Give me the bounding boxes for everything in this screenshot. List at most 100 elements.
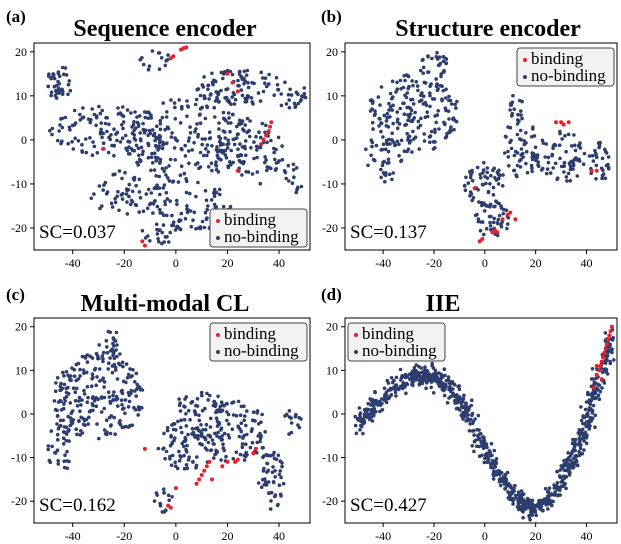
no-binding-point	[151, 211, 155, 215]
binding-point	[606, 337, 611, 342]
no-binding-point	[112, 356, 117, 361]
no-binding-point	[170, 440, 175, 445]
y-tick-label: 10	[15, 363, 27, 377]
binding-point	[598, 364, 603, 368]
no-binding-point	[236, 153, 240, 158]
no-binding-point	[489, 441, 494, 446]
no-binding-point	[482, 439, 487, 443]
no-binding-point	[482, 460, 487, 465]
no-binding-point	[195, 397, 200, 401]
no-binding-point	[84, 137, 88, 141]
no-binding-point	[157, 228, 161, 233]
no-binding-point	[90, 153, 95, 157]
no-binding-point	[427, 135, 432, 139]
no-binding-point	[374, 398, 378, 403]
no-binding-point	[197, 166, 201, 171]
no-binding-point	[470, 398, 474, 403]
no-binding-point	[263, 430, 268, 434]
no-binding-point	[203, 437, 208, 441]
no-binding-point	[78, 367, 82, 372]
no-binding-point	[119, 193, 124, 197]
no-binding-point	[512, 486, 516, 491]
no-binding-point	[521, 515, 525, 520]
no-binding-point	[120, 105, 125, 109]
no-binding-point	[46, 447, 50, 452]
no-binding-point	[579, 418, 584, 423]
no-binding-point	[78, 374, 82, 378]
no-binding-point	[221, 151, 226, 155]
no-binding-point	[435, 82, 439, 86]
panel-1: (a) Sequence encoder-40 -20 0 20 40-20-100102…	[6, 7, 311, 270]
no-binding-point	[173, 460, 177, 465]
no-binding-point	[424, 386, 428, 391]
legend-box	[209, 208, 308, 248]
no-binding-point	[388, 115, 392, 119]
no-binding-point	[600, 386, 604, 390]
no-binding-point	[372, 113, 377, 118]
no-binding-point	[79, 415, 83, 420]
no-binding-point	[533, 510, 538, 514]
no-binding-point	[441, 59, 446, 64]
no-binding-point	[518, 128, 523, 133]
no-binding-point	[366, 163, 370, 168]
no-binding-point	[294, 90, 299, 95]
no-binding-point	[444, 108, 448, 113]
no-binding-point	[433, 146, 437, 150]
no-binding-point	[511, 502, 515, 506]
no-binding-point	[559, 484, 564, 489]
no-binding-point	[97, 184, 102, 188]
binding-point	[220, 464, 225, 469]
no-binding-point	[64, 432, 69, 436]
binding-point	[599, 377, 604, 382]
no-binding-point	[413, 135, 418, 139]
no-binding-point	[132, 148, 137, 153]
no-binding-point	[62, 72, 66, 77]
no-binding-point	[274, 147, 278, 152]
no-binding-point	[464, 419, 469, 423]
no-binding-point	[419, 116, 423, 121]
no-binding-point	[242, 453, 246, 458]
no-binding-point	[206, 204, 210, 208]
no-binding-point	[566, 132, 571, 137]
no-binding-point	[209, 92, 213, 96]
no-binding-point	[576, 431, 581, 435]
no-binding-point	[112, 143, 117, 148]
no-binding-point	[85, 360, 90, 364]
no-binding-point	[139, 158, 143, 163]
no-binding-point	[378, 403, 383, 407]
no-binding-point	[133, 138, 138, 142]
no-binding-point	[516, 112, 520, 117]
no-binding-point	[186, 149, 191, 153]
no-binding-point	[164, 115, 169, 119]
no-binding-point	[148, 131, 153, 136]
no-binding-point	[80, 431, 85, 435]
x-tick-label: -40	[65, 529, 81, 543]
no-binding-point	[101, 141, 106, 145]
no-binding-point	[133, 407, 138, 412]
no-binding-point	[99, 121, 103, 125]
no-binding-point	[570, 441, 575, 446]
no-binding-point	[80, 116, 85, 120]
no-binding-point	[98, 206, 102, 211]
no-binding-point	[512, 153, 517, 158]
no-binding-point	[273, 157, 277, 162]
no-binding-point	[195, 87, 199, 92]
binding-point	[251, 451, 256, 456]
no-binding-point	[166, 176, 170, 180]
binding-point	[184, 45, 189, 50]
no-binding-point	[188, 131, 193, 135]
binding-point	[235, 457, 240, 462]
no-binding-point	[169, 435, 173, 439]
no-binding-point	[265, 461, 269, 466]
no-binding-point	[63, 399, 67, 403]
binding-point	[199, 473, 204, 477]
no-binding-point	[188, 418, 192, 422]
no-binding-point	[612, 358, 616, 362]
no-binding-point	[435, 51, 439, 55]
no-binding-point	[225, 402, 229, 406]
no-binding-point	[183, 405, 187, 409]
no-binding-point	[193, 412, 198, 417]
no-binding-point	[577, 450, 581, 454]
no-binding-point	[138, 196, 143, 200]
no-binding-point	[264, 123, 268, 128]
